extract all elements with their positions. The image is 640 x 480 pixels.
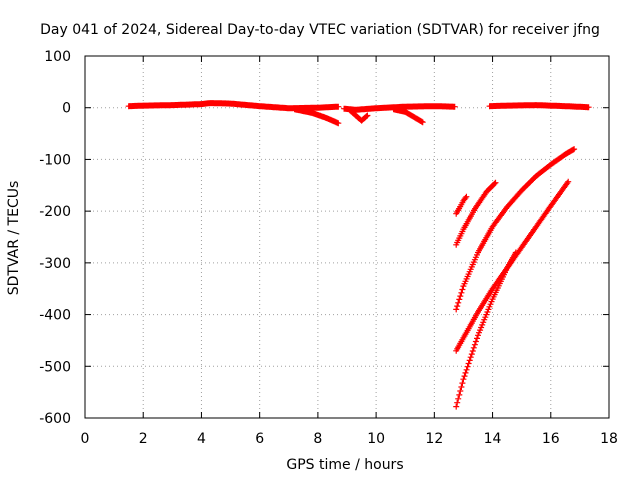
x-tick-label: 4	[197, 431, 206, 447]
axis-ticks: 0 2 4 6 8 10 12 14 16 18 -600 -500 -400 -300 -200 -100 0…	[39, 49, 618, 447]
y-tick-label: -100	[39, 152, 71, 168]
data-series	[125, 100, 592, 410]
data-point-markers	[486, 102, 592, 111]
data-point-markers	[453, 249, 519, 410]
y-axis-label: SDTVAR / TECUs	[6, 180, 22, 296]
x-tick-label: 16	[542, 431, 560, 447]
series-points	[453, 146, 578, 313]
series-points	[486, 102, 592, 111]
x-tick-label: 10	[367, 431, 385, 447]
data-point-markers	[453, 193, 470, 217]
series-points	[390, 106, 426, 126]
series-points	[346, 107, 371, 124]
series-points	[453, 179, 499, 248]
chart-title: Day 041 of 2024, Sidereal Day-to-day VTE…	[40, 22, 600, 38]
data-point-markers	[291, 106, 342, 127]
data-point-markers	[390, 106, 426, 126]
plot-frame	[84, 55, 610, 419]
x-tick-label: 0	[81, 431, 90, 447]
data-point-markers	[125, 100, 342, 112]
y-tick-label: -500	[39, 359, 71, 375]
x-tick-label: 8	[313, 431, 322, 447]
x-tick-label: 6	[255, 431, 264, 447]
y-tick-label: -400	[39, 308, 71, 324]
series-points	[453, 249, 519, 410]
y-tick-label: 0	[62, 101, 71, 117]
series-points	[125, 100, 342, 112]
series-points	[453, 193, 470, 217]
y-tick-label: -300	[39, 256, 71, 272]
x-tick-label: 18	[600, 431, 618, 447]
data-point-markers	[453, 146, 578, 313]
series-points	[291, 106, 342, 127]
x-axis-label: GPS time / hours	[286, 457, 404, 473]
x-tick-label: 2	[139, 431, 148, 447]
x-tick-label: 12	[425, 431, 443, 447]
data-point-markers	[453, 179, 499, 248]
y-tick-label: 100	[44, 49, 71, 65]
data-point-markers	[346, 107, 371, 124]
x-tick-label: 14	[484, 431, 502, 447]
y-tick-label: -600	[39, 411, 71, 427]
y-tick-label: -200	[39, 204, 71, 220]
